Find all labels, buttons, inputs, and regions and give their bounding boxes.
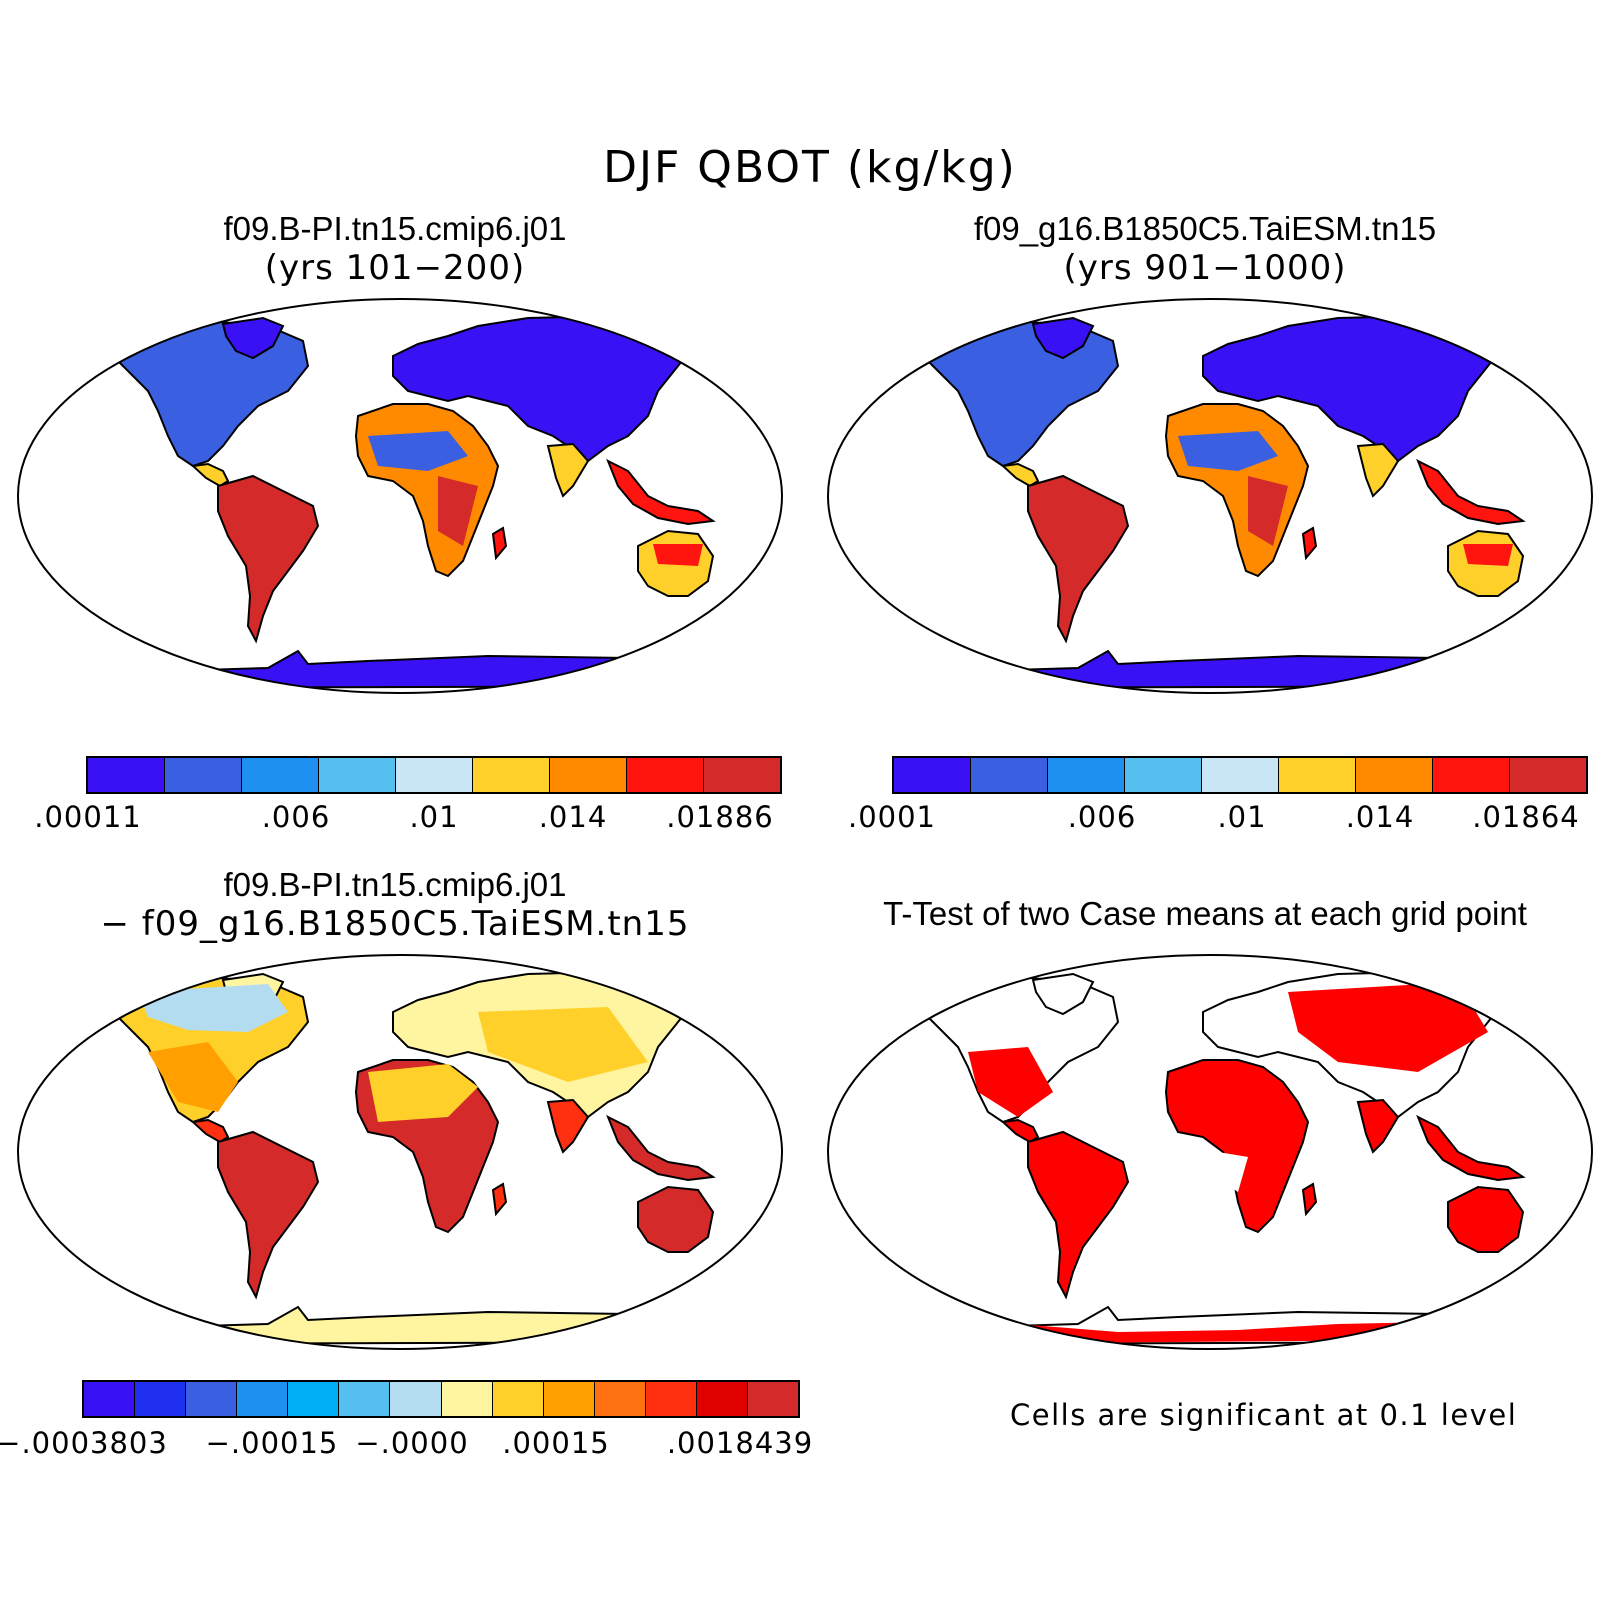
colorbar-swatch <box>971 758 1048 792</box>
colorbar-tick: .01864 <box>1472 800 1580 834</box>
colorbar-swatch <box>237 1382 289 1416</box>
panel-top-left-title: f09.B-PI.tn15.cmip6.j01 (yrs 101−200) <box>0 210 790 288</box>
colorbar-tick: −.00015 <box>205 1426 339 1460</box>
colorbar-tick: .01 <box>1217 800 1267 834</box>
colorbar-top-right <box>892 756 1588 794</box>
panel-bottom-right-title: T-Test of two Case means at each grid po… <box>810 895 1600 933</box>
case-name: f09_g16.B1850C5.TaiESM.tn15 <box>973 210 1437 247</box>
ttest-title: T-Test of two Case means at each grid po… <box>883 895 1527 932</box>
colorbar-tick: .00011 <box>34 800 142 834</box>
map-bottom-left <box>17 954 783 1350</box>
colorbar-swatch <box>88 758 165 792</box>
colorbar-swatch <box>288 1382 340 1416</box>
colorbar-swatch <box>390 1382 442 1416</box>
colorbar-swatch <box>84 1382 136 1416</box>
colorbar-swatch <box>165 758 242 792</box>
colorbar-swatch <box>594 1382 646 1416</box>
colorbar-swatch <box>339 1382 391 1416</box>
colorbar-swatch <box>186 1382 238 1416</box>
colorbar-top-left <box>86 756 782 794</box>
case-name: f09.B-PI.tn15.cmip6.j01 <box>223 210 567 247</box>
years-label: (yrs 901−1000) <box>1063 248 1347 288</box>
colorbar-swatch <box>704 758 780 792</box>
colorbar-tick: .00015 <box>502 1426 610 1460</box>
colorbar-swatch <box>696 1382 749 1416</box>
colorbar-swatch <box>1202 758 1279 792</box>
colorbar-tick: .01 <box>409 800 459 834</box>
years-label: (yrs 101−200) <box>264 248 526 288</box>
colorbar-swatch <box>396 758 473 792</box>
colorbar-swatch <box>319 758 396 792</box>
colorbar-tick: .0018439 <box>666 1426 814 1460</box>
colorbar-swatch <box>1125 758 1202 792</box>
case-name: f09.B-PI.tn15.cmip6.j01 <box>223 866 567 903</box>
colorbar-swatch <box>492 1382 544 1416</box>
colorbar-tick: .01886 <box>666 800 774 834</box>
colorbar-swatch <box>1510 758 1586 792</box>
colorbar-tick: −.0003803 <box>0 1426 168 1460</box>
map-bottom-right <box>827 954 1593 1350</box>
significance-note: Cells are significant at 0.1 level <box>1010 1398 1518 1432</box>
colorbar-swatch <box>894 758 971 792</box>
case-name-subtracted: − f09_g16.B1850C5.TaiESM.tn15 <box>100 904 690 944</box>
panel-top-right-title: f09_g16.B1850C5.TaiESM.tn15 (yrs 901−100… <box>810 210 1600 288</box>
colorbar-swatch <box>543 1382 595 1416</box>
colorbar-swatch <box>441 1382 493 1416</box>
colorbar-swatch <box>135 1382 187 1416</box>
colorbar-swatch <box>1433 758 1510 792</box>
colorbar-swatch <box>1356 758 1433 792</box>
colorbar-tick: .014 <box>538 800 608 834</box>
map-top-left <box>17 298 783 694</box>
colorbar-tick: −.0000 <box>355 1426 469 1460</box>
colorbar-swatch <box>1279 758 1356 792</box>
colorbar-tick: .0001 <box>847 800 937 834</box>
colorbar-swatch <box>645 1382 697 1416</box>
colorbar-swatch <box>473 758 550 792</box>
map-top-right <box>827 298 1593 694</box>
colorbar-tick: .006 <box>261 800 331 834</box>
colorbar-swatch <box>1048 758 1125 792</box>
colorbar-tick: .006 <box>1067 800 1137 834</box>
panel-bottom-left-title: f09.B-PI.tn15.cmip6.j01 − f09_g16.B1850C… <box>0 866 790 944</box>
colorbar-swatch <box>242 758 319 792</box>
colorbar-tick: .014 <box>1345 800 1415 834</box>
colorbar-swatch <box>627 758 704 792</box>
figure-title: DJF QBOT (kg/kg) <box>603 142 1017 193</box>
colorbar-swatch <box>550 758 627 792</box>
colorbar-bottom-left <box>82 1380 800 1418</box>
colorbar-swatch <box>748 1382 799 1416</box>
